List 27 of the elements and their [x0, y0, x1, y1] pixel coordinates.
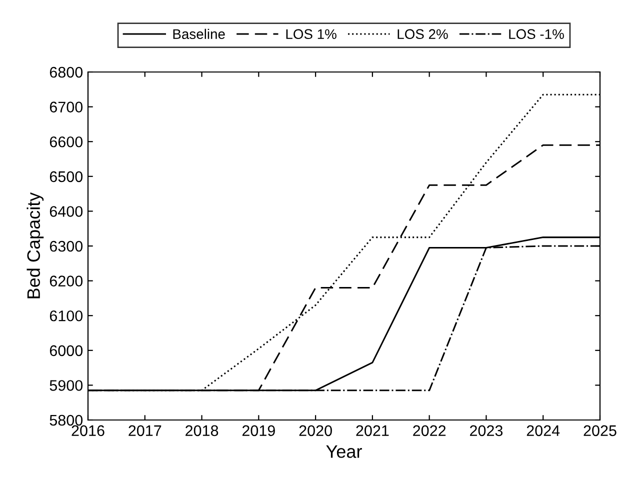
x-tick-label: 2020 [299, 425, 332, 436]
x-tick-label: 2019 [242, 425, 275, 436]
x-tick-label: 2023 [470, 425, 503, 436]
x-tick-label: 2022 [413, 425, 446, 436]
legend-label: LOS 1% [286, 29, 336, 40]
y-tick-label: 6100 [50, 310, 83, 322]
y-tick-label: 6500 [50, 171, 83, 182]
y-tick-label: 6300 [50, 240, 83, 252]
legend-label: Baseline [173, 28, 225, 40]
y-tick-label: 5900 [50, 380, 83, 391]
x-tick-label: 2021 [356, 425, 389, 436]
x-tick-label: 2024 [526, 425, 560, 436]
y-axis-title: Bed Capacity [26, 192, 44, 298]
legend-label: LOS -1% [509, 29, 564, 40]
x-tick-label: 2025 [584, 425, 616, 436]
y-tick-label: 6600 [50, 136, 83, 148]
y-tick-label: 6400 [50, 206, 83, 217]
y-tick-label: 6800 [50, 66, 83, 78]
x-tick-label: 2016 [72, 425, 104, 436]
x-tick-label: 2017 [128, 425, 162, 436]
y-tick-label: 6000 [50, 345, 83, 356]
legend-label: LOS 2% [398, 29, 448, 40]
y-tick-label: 5800 [50, 414, 83, 426]
x-axis-title: Year [326, 445, 362, 458]
x-tick-label: 2018 [186, 425, 218, 436]
y-tick-label: 6700 [50, 102, 83, 112]
y-tick-label: 6200 [50, 276, 83, 286]
